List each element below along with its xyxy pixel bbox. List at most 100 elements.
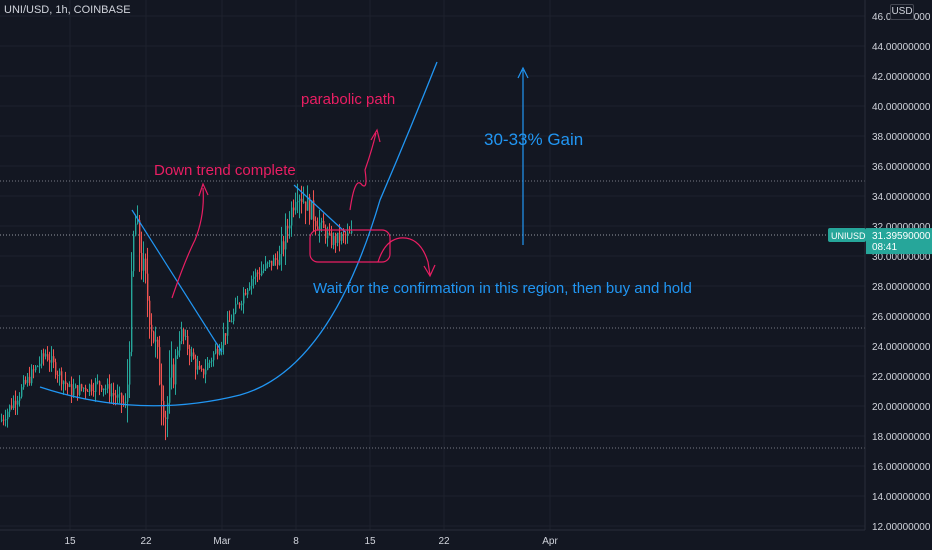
candle [303,186,305,204]
candle [69,381,71,388]
candle [15,390,17,416]
candle [79,375,81,397]
candle-body [211,360,213,362]
price-tick-label: 38.00000000 [872,132,931,143]
candle [175,349,177,395]
candle [259,267,261,280]
candle [85,384,87,400]
candle [233,308,235,325]
candle-body [3,419,5,421]
price-tick-label: 36.00000000 [872,162,931,173]
candle-body [47,354,49,361]
price-tick-label: 12.00000000 [872,522,931,533]
candle-body [137,220,139,224]
price-badge-bg [866,228,932,255]
time-tick-label: Mar [213,536,231,547]
candle [129,341,131,399]
time-tick-label: 22 [438,536,450,547]
price-badge-countdown: 08:41 [872,242,897,253]
candle [153,330,155,344]
candle-body [333,236,335,246]
grid-lines [0,0,865,530]
candle-body [13,400,15,409]
candle-body [323,221,325,228]
currency-button[interactable]: USD [890,4,914,20]
candle-body [75,385,77,389]
candle-body [315,220,317,227]
candle [91,379,93,396]
candle-body [231,321,233,323]
gain-label: 30-33% Gain [484,130,583,149]
candle-body [239,303,241,306]
candle [83,387,85,393]
time-axis-bg [0,530,865,550]
candle [121,392,123,413]
candle [181,321,183,345]
candle [137,205,139,225]
candle-body [203,369,205,375]
candle [341,231,343,245]
symbol-badge-label: UNIUSD [831,231,866,241]
candle [45,349,47,360]
candle [89,383,91,397]
wait-confirmation-label: Wait for the confirmation in this region… [313,280,692,297]
price-tick-label: 14.00000000 [872,492,931,503]
candle [25,376,27,385]
candle [255,268,257,285]
candle-body [93,391,95,393]
candle [185,329,187,341]
chart-title: UNI/USD, 1h, COINBASE [4,4,131,16]
candle-body [11,405,13,409]
candle-body [103,388,105,390]
candle [41,349,43,369]
candle [63,380,65,395]
candle [205,359,207,384]
candle-body [105,388,107,390]
candle-body [15,400,17,405]
candle [171,341,173,390]
gain-arrow-head [517,66,529,79]
candle-body [53,356,55,363]
confirmation-region-box [309,229,391,263]
time-tick-label: 15 [364,536,376,547]
candle [209,359,211,369]
candle-body [313,200,315,221]
candle-body [257,272,259,274]
candle [285,213,287,266]
candle-body [5,419,7,421]
down-trend-label: Down trend complete [154,162,296,179]
candle [235,297,237,315]
candle [325,224,327,244]
candle-body [65,381,67,385]
candle-body [181,329,183,342]
candle-body [135,223,137,236]
candle-body [269,260,271,263]
candle [237,295,239,305]
candle [49,351,51,372]
candle [247,288,249,299]
candle-body [205,369,207,375]
price-badge-value: 31.39590000 [872,231,931,242]
candle-body [299,198,301,202]
candle [97,374,99,385]
candle-body [37,366,39,368]
candle [315,216,317,235]
candle-body [247,289,249,295]
candle [143,241,145,283]
time-axis: 15 22 Mar 8 15 22 Apr [0,529,865,550]
candle [37,365,39,368]
candle [299,194,301,219]
candle-body [161,384,163,401]
candle-body [347,232,349,236]
candle [293,199,295,218]
candle-body [215,348,217,354]
candle-body [67,384,69,387]
candle [113,382,115,405]
candle-body [233,312,235,322]
candle-body [113,393,115,396]
candle [281,226,283,271]
down-trend-arrow-head [198,182,209,197]
candle-body [307,197,309,211]
candle-body [173,364,175,385]
